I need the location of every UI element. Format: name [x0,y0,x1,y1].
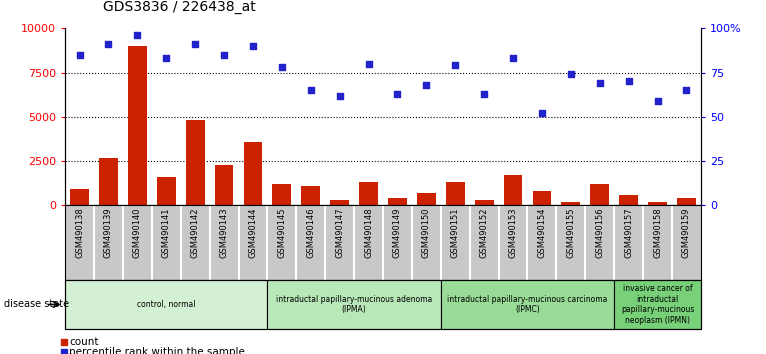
Bar [70,189,89,205]
Bar [475,200,493,205]
Point [449,63,461,68]
Point [333,93,345,98]
Text: GSM490158: GSM490158 [653,207,662,258]
Text: percentile rank within the sample: percentile rank within the sample [69,347,245,354]
Text: GSM490140: GSM490140 [133,207,142,258]
Point [680,87,692,93]
Point [623,79,635,84]
Point [131,33,143,38]
Bar [504,175,522,205]
Bar [157,177,175,205]
Bar [214,165,234,205]
Text: GDS3836 / 226438_at: GDS3836 / 226438_at [103,0,256,14]
Point [651,98,663,104]
Bar [186,120,205,205]
Text: GSM490149: GSM490149 [393,207,402,258]
Point [160,56,172,61]
Bar [561,202,580,205]
Text: GSM490155: GSM490155 [566,207,575,258]
Bar [301,186,320,205]
Text: GSM490147: GSM490147 [336,207,344,258]
Point [478,91,490,97]
Point [276,64,288,70]
Point [594,80,606,86]
Text: GSM490159: GSM490159 [682,207,691,258]
Text: GSM490138: GSM490138 [75,207,84,258]
Point [535,110,548,116]
Text: disease state: disease state [4,299,69,309]
Point [565,72,577,77]
Bar [330,200,349,205]
Text: GSM490146: GSM490146 [306,207,316,258]
Bar [591,184,609,205]
Text: GSM490151: GSM490151 [450,207,460,258]
Text: GSM490148: GSM490148 [364,207,373,258]
Point [421,82,433,88]
Point [305,87,317,93]
Bar [532,191,552,205]
Bar [267,280,440,329]
Point [74,52,86,58]
Point [189,41,201,47]
Text: control, normal: control, normal [137,300,195,309]
Bar [648,202,667,205]
Point [391,91,404,97]
Bar [65,280,267,329]
Bar [417,193,436,205]
Bar [99,158,118,205]
Point [218,52,231,58]
Text: intraductal papillary-mucinous adenoma
(IPMA): intraductal papillary-mucinous adenoma (… [276,295,432,314]
Point [103,41,115,47]
Text: GSM490141: GSM490141 [162,207,171,258]
Text: count: count [69,337,99,347]
Bar [244,142,262,205]
Bar [388,198,407,205]
Text: GSM490150: GSM490150 [422,207,430,258]
Bar [677,198,696,205]
Bar [440,280,614,329]
Text: GSM490156: GSM490156 [595,207,604,258]
Text: GSM490157: GSM490157 [624,207,633,258]
Text: GSM490139: GSM490139 [104,207,113,258]
Text: GSM490153: GSM490153 [509,207,518,258]
Text: GSM490143: GSM490143 [220,207,228,258]
Point [362,61,375,67]
Bar [128,46,147,205]
Text: GSM490145: GSM490145 [277,207,286,258]
Bar [619,195,638,205]
Bar [614,280,701,329]
Point [507,56,519,61]
Bar [446,182,465,205]
Bar [273,184,291,205]
Text: GSM490152: GSM490152 [480,207,489,258]
Point [247,43,259,49]
Bar [359,182,378,205]
Text: GSM490154: GSM490154 [538,207,546,258]
Text: GSM490142: GSM490142 [191,207,200,258]
Text: intraductal papillary-mucinous carcinoma
(IPMC): intraductal papillary-mucinous carcinoma… [447,295,607,314]
Text: invasive cancer of
intraductal
papillary-mucinous
neoplasm (IPMN): invasive cancer of intraductal papillary… [621,284,694,325]
Text: GSM490144: GSM490144 [248,207,257,258]
